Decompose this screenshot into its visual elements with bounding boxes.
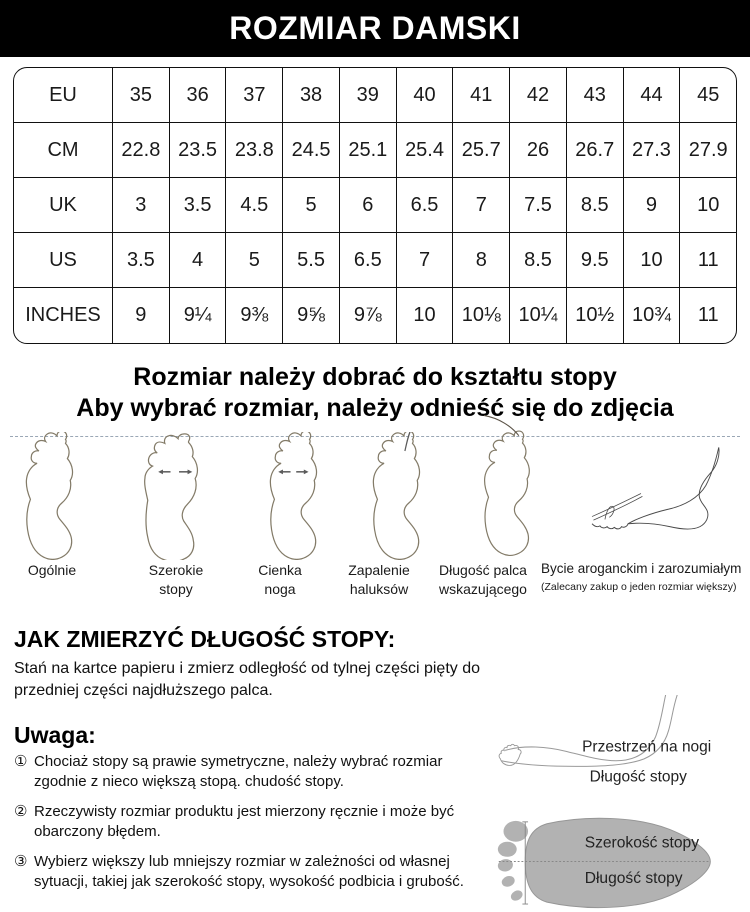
svg-text:Długość stopy: Długość stopy <box>590 768 688 785</box>
svg-text:Przestrzeń na nogi: Przestrzeń na nogi <box>582 738 711 755</box>
svg-text:Szerokość stopy: Szerokość stopy <box>585 834 699 851</box>
svg-text:Długość stopy: Długość stopy <box>585 870 683 887</box>
